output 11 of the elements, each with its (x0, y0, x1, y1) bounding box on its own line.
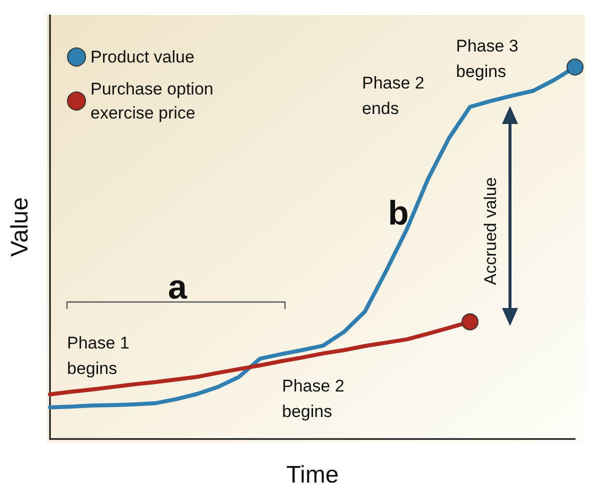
annotation: a (168, 268, 188, 306)
annotation: Accrued value (481, 177, 500, 285)
annotation: Phase 2 ends (362, 73, 424, 118)
x-axis-title: Time (286, 462, 339, 488)
legend-label: Product value (90, 48, 194, 66)
legend-label: Purchase option exercise price (90, 80, 218, 122)
annotation: Phase 3 begins (456, 36, 518, 81)
annotation: Phase 1 begins (67, 333, 130, 378)
annotation: b (388, 194, 409, 232)
y-axis-title: Value (6, 197, 34, 257)
annotation: Phase 2 begins (282, 376, 344, 421)
